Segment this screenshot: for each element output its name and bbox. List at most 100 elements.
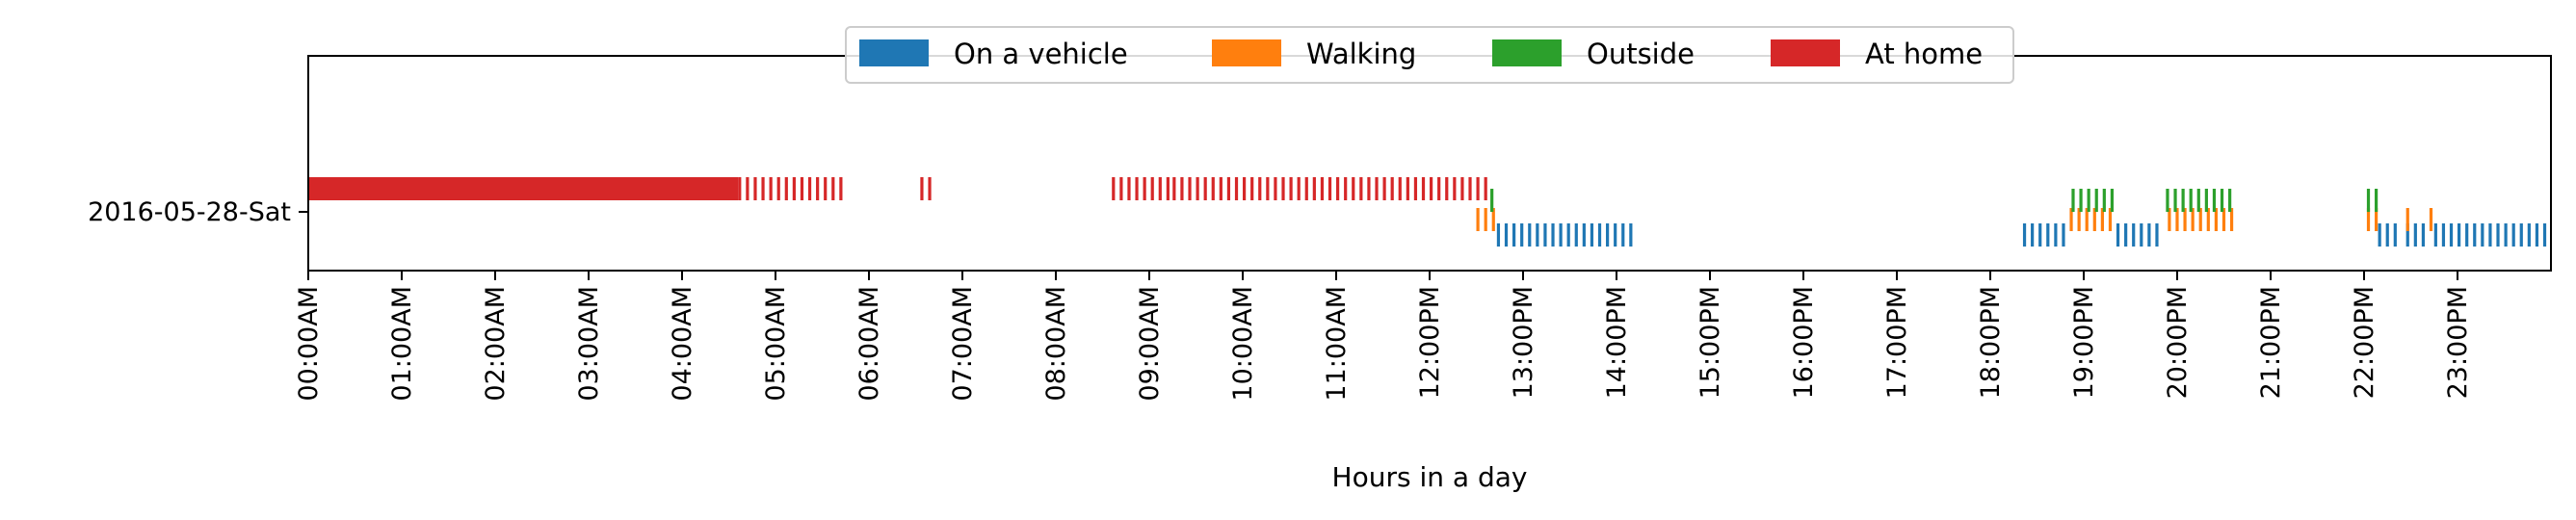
x-tick-label: 19:00PM (2069, 286, 2099, 399)
at-home-sample-block-0 (738, 177, 843, 200)
outside-sample-mark (2228, 189, 2232, 212)
walking-sample-block-3 (2366, 208, 2379, 231)
at-home-sample-mark (1250, 177, 1254, 200)
walking-sample-mark (2092, 208, 2096, 231)
outside-sample-mark (2110, 189, 2115, 212)
walking-sample-mark (2214, 208, 2218, 231)
at-home-sample-mark (746, 177, 749, 200)
on-a-vehicle-sample-mark (2465, 223, 2469, 247)
y-axis: 2016-05-28-Sat (88, 197, 308, 227)
on-a-vehicle-sample-mark (1528, 223, 1532, 247)
on-a-vehicle-sample-mark (2116, 223, 2120, 247)
outside-sample-mark (2087, 189, 2090, 212)
at-home-sample-block-3 (1172, 177, 1487, 200)
on-a-vehicle-sample-mark (2378, 223, 2381, 247)
on-a-vehicle-sample-mark (2473, 223, 2477, 247)
activity-bars (308, 177, 2547, 247)
walking-sample-mark (2366, 208, 2371, 231)
at-home-sample-mark (1274, 177, 1277, 200)
at-home-sample-mark (800, 177, 804, 200)
on-a-vehicle-sample-mark (1566, 223, 1570, 247)
walking-sample-block-0 (1476, 208, 1495, 231)
walking-sample-block-5 (2429, 208, 2433, 231)
walking-sample-block-4 (2405, 208, 2409, 231)
on-a-vehicle-sample-mark (2062, 223, 2065, 247)
legend-label: Outside (1587, 38, 1695, 70)
plot-frame (307, 55, 2552, 272)
at-home-sample-mark (1211, 177, 1215, 200)
at-home-solid-bar-0 (308, 177, 739, 200)
at-home-sample-mark (1266, 177, 1270, 200)
at-home-sample-mark (1281, 177, 1285, 200)
at-home-sample-mark (1188, 177, 1192, 200)
outside-sample-block-0 (1490, 189, 1494, 212)
walking-sample-mark (2183, 208, 2187, 231)
at-home-sample-mark (792, 177, 796, 200)
outside-sample-mark (2071, 189, 2075, 212)
on-a-vehicle-sample-mark (2433, 223, 2437, 247)
x-tick-label: 00:00AM (294, 286, 324, 402)
on-a-vehicle-sample-mark (2449, 223, 2454, 247)
x-tick-label: 05:00AM (761, 286, 791, 402)
at-home-sample-mark (1219, 177, 1222, 200)
on-a-vehicle-sample-mark (1614, 223, 1617, 247)
outside-sample-mark (2366, 189, 2371, 212)
outside-sample-mark (2079, 189, 2083, 212)
walking-sample-mark (2168, 208, 2171, 231)
legend-label: At home (1865, 38, 1983, 70)
on-a-vehicle-sample-mark (1559, 223, 1563, 247)
on-a-vehicle-sample-mark (2155, 223, 2159, 247)
x-axis-label: Hours in a day (1332, 461, 1528, 493)
at-home-sample-mark (753, 177, 757, 200)
walking-sample-mark (2229, 208, 2234, 231)
at-home-sample-mark (831, 177, 835, 200)
walking-sample-mark (2198, 208, 2202, 231)
at-home-sample-mark (776, 177, 780, 200)
at-home-sample-mark (769, 177, 773, 200)
x-tick-label: 21:00PM (2256, 286, 2286, 399)
walking-sample-mark (1476, 208, 1480, 231)
on-a-vehicle-sample-block-2 (2116, 223, 2159, 247)
on-a-vehicle-sample-mark (2421, 223, 2426, 247)
on-a-vehicle-sample-mark (2385, 223, 2389, 247)
outside-sample-mark (2181, 189, 2185, 212)
walking-sample-mark (2374, 208, 2379, 231)
walking-sample-mark (2077, 208, 2081, 231)
at-home-sample-mark (1421, 177, 1426, 200)
walking-sample-mark (2085, 208, 2089, 231)
on-a-vehicle-sample-mark (2527, 223, 2531, 247)
legend-swatch (859, 39, 929, 66)
outside-sample-mark (2166, 189, 2169, 212)
at-home-sample-block-1 (920, 177, 932, 200)
legend-label: Walking (1306, 38, 1416, 70)
at-home-sample-mark (1226, 177, 1231, 200)
on-a-vehicle-sample-mark (2441, 223, 2446, 247)
at-home-sample-mark (920, 177, 924, 200)
on-a-vehicle-sample-mark (2054, 223, 2058, 247)
outside-sample-mark (2189, 189, 2193, 212)
outside-sample-mark (2094, 189, 2098, 212)
at-home-sample-mark (1352, 177, 1355, 200)
legend-item-at-home: At home (1771, 38, 1983, 70)
x-tick-label: 14:00PM (1602, 286, 1632, 399)
at-home-sample-mark (1143, 177, 1146, 200)
at-home-sample-mark (1437, 177, 1441, 200)
on-a-vehicle-sample-mark (1512, 223, 1516, 247)
walking-sample-mark (2108, 208, 2113, 231)
x-tick-label: 20:00PM (2163, 286, 2193, 399)
on-a-vehicle-sample-mark (2038, 223, 2042, 247)
at-home-sample-mark (1127, 177, 1131, 200)
legend-swatch (1212, 39, 1281, 66)
on-a-vehicle-sample-mark (1496, 223, 1501, 247)
on-a-vehicle-sample-mark (2496, 223, 2500, 247)
x-tick-label: 16:00PM (1789, 286, 1819, 399)
x-tick-label: 13:00PM (1509, 286, 1538, 399)
legend-swatch (1492, 39, 1562, 66)
walking-sample-mark (2405, 208, 2409, 231)
at-home-sample-mark (1312, 177, 1316, 200)
at-home-sample-mark (807, 177, 812, 200)
at-home-sample-mark (1172, 177, 1176, 200)
outside-sample-block-3 (2366, 189, 2379, 212)
at-home-sample-mark (1406, 177, 1409, 200)
